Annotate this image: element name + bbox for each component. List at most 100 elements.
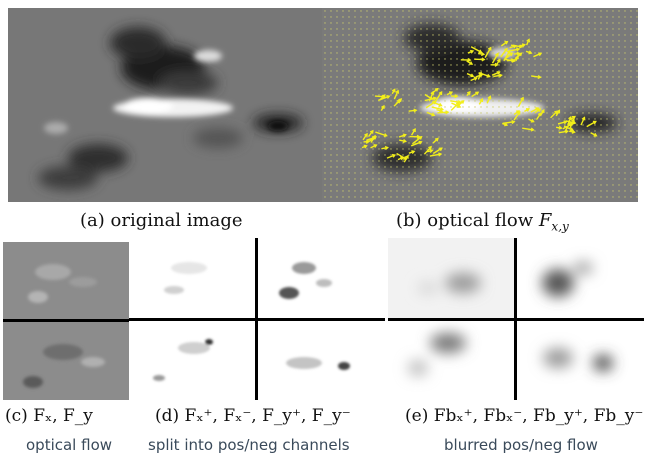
flow-arrow [471, 91, 479, 98]
flow-arrow [569, 118, 575, 130]
flow-arrow-head [470, 49, 475, 54]
flow-arrow-head [438, 152, 443, 157]
flow-arrow-head [469, 61, 474, 65]
flow-arrow-head [413, 108, 418, 113]
flow-arrow-head [592, 120, 597, 125]
flow-arrow [510, 48, 520, 52]
flow-arrow-head [486, 73, 491, 78]
flow-arrow [563, 125, 574, 131]
flow-arrow [434, 91, 443, 102]
flow-arrow-head [516, 110, 521, 115]
flow-arrow [403, 155, 409, 163]
divider-vertical [255, 238, 258, 400]
flow-arrow [432, 147, 443, 155]
original-image [8, 8, 322, 202]
flow-arrow-head [530, 127, 535, 132]
flow-arrow-head [525, 108, 531, 112]
flow-arrow [470, 46, 482, 53]
flow-arrow [377, 95, 390, 102]
flow-arrow [530, 107, 539, 113]
flow-arrow-head [381, 104, 385, 109]
flow-arrow-head [571, 129, 576, 134]
flow-arrow-head [530, 118, 535, 123]
flow-arrow [557, 121, 567, 125]
flow-arrow-head [457, 100, 462, 105]
flow-arrow [586, 120, 597, 128]
flow-arrow-head [395, 89, 400, 94]
flow-arrow-head [429, 96, 434, 100]
flow-arrow-head [504, 40, 509, 45]
flow-arrow-head [538, 52, 543, 57]
flow-arrow [410, 141, 422, 147]
flow-arrow-head [569, 127, 575, 132]
flow-arrow [484, 47, 492, 58]
flow-arrow-head [384, 145, 389, 150]
flow-arrow-head [510, 58, 515, 63]
flow-arrow [517, 97, 524, 107]
flow-arrow-head [475, 91, 480, 96]
caption-optical-flow: (b) optical flow Fx,y [396, 210, 569, 234]
flow-arrow-head [438, 102, 443, 107]
flow-arrow [393, 90, 399, 100]
flow-components-panel [3, 242, 129, 400]
flow-arrow [550, 110, 558, 119]
flow-arrow-head [593, 132, 598, 137]
flow-arrow-head [556, 109, 561, 114]
flow-arrow-head [496, 71, 501, 75]
flow-arrow [491, 53, 499, 64]
flow-arrow-head [480, 51, 486, 57]
flow-arrow-head [466, 90, 471, 95]
flow-arrow-head [411, 150, 416, 155]
flow-arrow-head [516, 51, 521, 56]
flow-arrow [522, 127, 534, 131]
flow-arrow-head [515, 47, 521, 52]
flow-arrow-head [478, 49, 483, 54]
flow-arrow [367, 130, 374, 138]
flow-arrow-head [478, 71, 483, 76]
flow-arrow-head [467, 57, 472, 63]
flow-arrow-head [511, 119, 516, 125]
flow-arrow [431, 106, 444, 111]
flow-arrow-head [470, 73, 475, 78]
flow-arrow-head [495, 52, 499, 57]
flow-arrow [580, 117, 586, 126]
flow-arrow-head [581, 116, 586, 121]
flow-arrow [491, 71, 500, 76]
optical-flow-image [322, 8, 638, 202]
flow-arrow-head [432, 96, 437, 101]
flow-arrow [423, 146, 432, 155]
blurred-flow-panel [388, 238, 644, 400]
flow-arrow [500, 48, 508, 58]
flow-arrow-head [537, 74, 542, 80]
flow-arrow-head [568, 115, 572, 120]
flow-arrow-head [431, 112, 436, 117]
flow-arrow-head [434, 87, 439, 92]
split-channels-image [129, 238, 385, 400]
flow-arrow [513, 111, 521, 121]
flow-arrow-head [496, 58, 501, 63]
divider-horizontal [3, 319, 129, 322]
flow-arrow-head [402, 138, 407, 143]
subcaption-blurred-flow: blurred pos/neg flow [444, 436, 598, 454]
flow-arrow-head [416, 134, 421, 139]
flow-arrow [412, 136, 423, 145]
flow-arrow [477, 72, 482, 80]
flow-arrow-head [518, 44, 524, 49]
flow-arrow-head [454, 94, 459, 99]
flow-arrow-head [460, 100, 465, 104]
flow-arrow-head [391, 153, 397, 158]
flow-arrow-head [363, 144, 368, 149]
flow-arrow-head [506, 49, 511, 54]
flow-arrow [408, 109, 417, 112]
flow-arrow-head [498, 73, 503, 78]
flow-arrow [500, 40, 508, 47]
flow-arrow-head [571, 118, 575, 123]
flow-arrow-head [540, 109, 545, 114]
flow-arrows [361, 38, 598, 163]
original-image-panel [8, 8, 322, 202]
flow-arrow-head [372, 134, 376, 139]
flow-arrow [370, 135, 376, 143]
flow-arrow-head [494, 62, 499, 67]
flow-arrow-head [398, 98, 403, 103]
flow-arrow-head [373, 144, 378, 148]
